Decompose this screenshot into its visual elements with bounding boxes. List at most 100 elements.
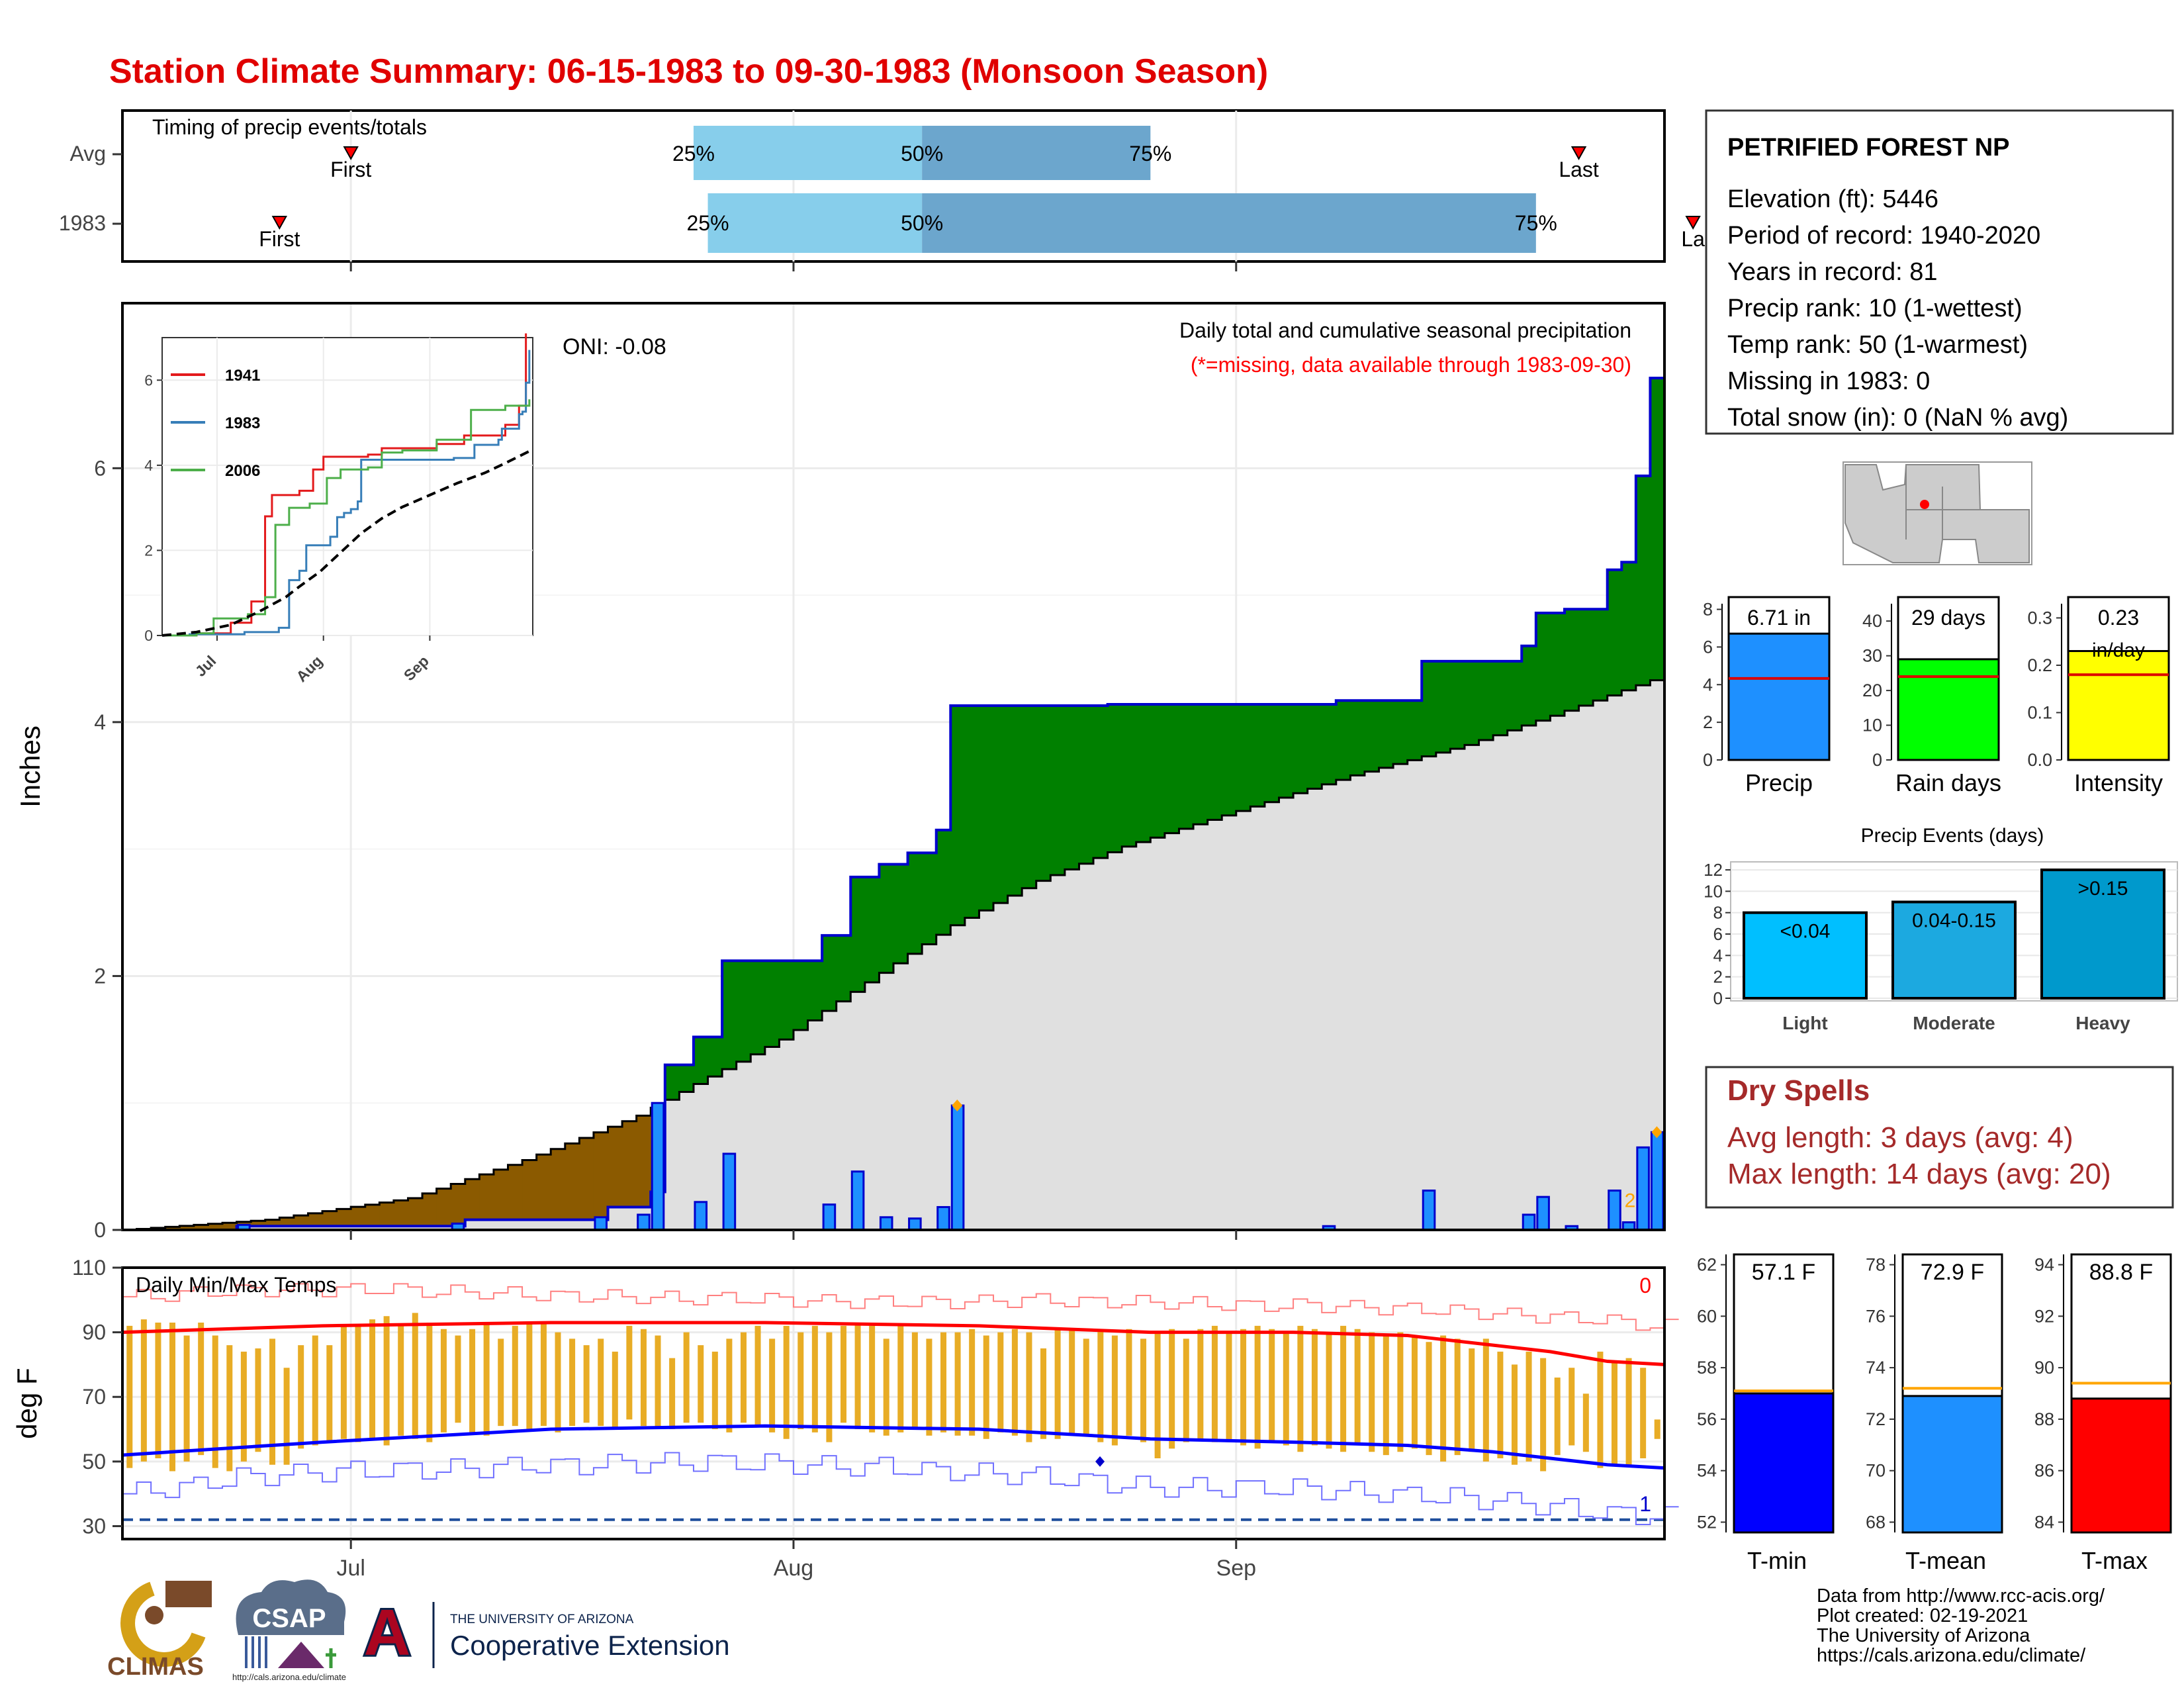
daily-precip-bar-5: [694, 1201, 708, 1231]
t-min-y-tick-label-1: 54: [1697, 1461, 1717, 1481]
above-normal-fill-50: [836, 935, 851, 1002]
above-normal-fill-55: [907, 853, 923, 954]
above-normal-fill-61: [993, 705, 1009, 904]
events-bar-moderate: [1891, 900, 2017, 1000]
timing-row-year-label: 1983: [59, 211, 106, 235]
daily-precip-bar-15: [1522, 1213, 1536, 1231]
above-normal-fill-86: [1350, 700, 1365, 776]
precip-y-tick-label-2: 4: [94, 710, 106, 734]
timing-label: Timing of precip events/totals: [152, 115, 427, 139]
temp-y-tick-label-0: 30: [82, 1514, 106, 1538]
t-max-y-tick-label-4: 92: [2034, 1306, 2054, 1326]
below-normal-fill-9: [251, 1221, 266, 1227]
daily-precip-bar-14: [1422, 1190, 1436, 1231]
timing-year-last-label: La: [1681, 227, 1705, 251]
events-category-light: Light: [1782, 1013, 1827, 1033]
events-bar-heavy: [2040, 868, 2165, 1000]
above-normal-fill-43: [736, 961, 751, 1062]
above-normal-fill-65: [1050, 705, 1066, 875]
daily-precip-bar-8: [850, 1170, 865, 1231]
figure-title: Station Climate Summary: 06-15-1983 to 0…: [109, 52, 1268, 91]
t-min-y-tick-label-4: 60: [1697, 1306, 1717, 1326]
dry-spells-box: Dry Spells Avg length: 3 days (avg: 4) M…: [1705, 1066, 2174, 1209]
events-y-tick-label-4: 8: [1713, 903, 1723, 923]
events-category-heavy: Heavy: [2075, 1013, 2130, 1033]
timing-avg-late-bar: [922, 126, 1151, 180]
events-y-tick-label-2: 4: [1713, 945, 1723, 965]
inset-y-tick-label-0: 0: [144, 627, 153, 644]
precip-frame: [121, 302, 1666, 1231]
events-y-tick-label-0: 0: [1713, 988, 1723, 1008]
timing-year-early-bar: [707, 193, 923, 253]
below-normal-fill-18: [379, 1202, 394, 1227]
intensity-chart-name: Intensity: [2074, 769, 2163, 796]
climas-logo-arc: [120, 1581, 206, 1667]
dry-spells-max: Max length: 14 days (avg: 20): [1727, 1158, 2111, 1190]
daily-precip-bar-3: [637, 1213, 651, 1231]
above-normal-fill-62: [1007, 705, 1023, 896]
above-normal-fill-75: [1193, 704, 1208, 825]
t-max-y-tick-label-1: 86: [2034, 1461, 2054, 1481]
timing-avg-last-label: Last: [1559, 158, 1599, 181]
precip-panel: 2 0 2 4 6 Inches ONI: -0.08 Daily total and…: [15, 302, 1666, 1242]
footer-line-university: The University of Arizona: [1817, 1625, 2030, 1646]
precip-value-bar: [1727, 632, 1831, 761]
precip-subtitle: Daily total and cumulative seasonal prec…: [1179, 318, 1631, 342]
t-min-value-label: 57.1 F: [1752, 1260, 1815, 1285]
above-normal-fill-60: [979, 705, 994, 911]
above-normal-fill-69: [1107, 704, 1122, 853]
timing-avg-early-bar: [693, 126, 923, 180]
below-normal-fill-16: [351, 1207, 366, 1227]
ua-logo-line2: Cooperative Extension: [450, 1630, 730, 1661]
t-mean-y-tick-label-0: 68: [1866, 1512, 1886, 1532]
footer-line-data-source: Data from http://www.rcc-acis.org/: [1817, 1585, 2105, 1607]
t-max-y-tick-label-0: 84: [2034, 1512, 2054, 1532]
timing-year-first-label: First: [259, 227, 300, 251]
above-normal-fill-83: [1307, 704, 1322, 789]
csap-cactus: [326, 1648, 336, 1668]
precip-y-tick-label-3: 6: [94, 456, 106, 480]
daily-precip-bar-20: [1636, 1146, 1650, 1231]
below-normal-fill-28: [522, 1160, 537, 1220]
timing-avg-p75-label: 75%: [1129, 142, 1171, 165]
above-normal-fill-88: [1379, 700, 1394, 768]
intensity-value-bar: [2067, 650, 2170, 761]
info-line-snow: Total snow (in): 0 (NaN % avg): [1727, 404, 2068, 432]
intensity-y-tick-label-3: 0.3: [2027, 608, 2052, 628]
above-normal-fill-93: [1450, 661, 1465, 749]
inset-series-1983: [162, 350, 531, 637]
info-line-missing: Missing in 1983: 0: [1727, 367, 1930, 395]
above-normal-fill-47: [793, 961, 809, 1030]
t-mean-chart-name: T-mean: [1905, 1547, 1986, 1574]
above-normal-fill-59: [964, 705, 980, 918]
above-normal-fill-77: [1222, 704, 1237, 816]
t-min-y-tick-label-0: 52: [1697, 1512, 1717, 1532]
t-min-y-tick-label-3: 58: [1697, 1358, 1717, 1378]
below-normal-fill-27: [508, 1164, 523, 1220]
intensity-value-unit: in/day: [2092, 639, 2145, 661]
intensity-y-tick-label-1: 0.1: [2027, 702, 2052, 722]
timing-year-late-bar: [922, 193, 1536, 253]
below-normal-fill-22: [436, 1188, 451, 1227]
daily-precip-bar-7: [822, 1203, 837, 1231]
above-normal-fill-73: [1164, 704, 1180, 833]
t-min-y-tick-label-2: 56: [1697, 1409, 1717, 1429]
above-normal-fill-72: [1150, 704, 1165, 838]
temp-background: [122, 1268, 1664, 1539]
csap-rain-lines: [245, 1636, 267, 1668]
dry-spells-title: Dry Spells: [1727, 1074, 1870, 1107]
above-normal-fill-97: [1507, 661, 1522, 731]
inset-frame: [161, 337, 533, 636]
precip-events-title: Precip Events (days): [1861, 825, 2044, 847]
t-mean-y-tick-label-5: 78: [1866, 1255, 1886, 1275]
below-normal-fill-13: [308, 1213, 323, 1227]
daily-precip-bar-16: [1536, 1196, 1550, 1231]
map-region-shape: [1844, 464, 2030, 563]
temp-y-tick-label-3: 90: [82, 1321, 106, 1344]
dry-spells-frame: [1705, 1066, 2174, 1209]
above-normal-fill-84: [1322, 704, 1337, 784]
below-normal-fill-31: [565, 1143, 580, 1220]
above-normal-fill-78: [1236, 704, 1251, 812]
